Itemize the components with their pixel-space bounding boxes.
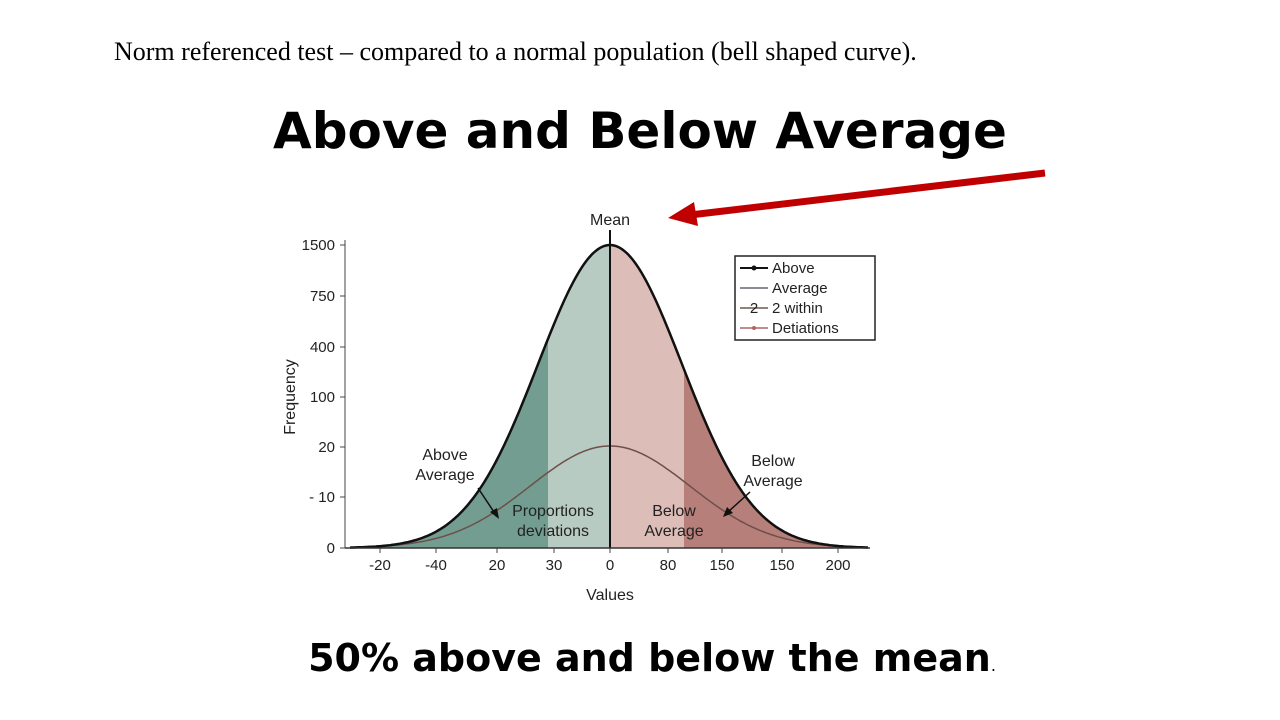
title: Above and Below Average	[273, 102, 1007, 160]
x-tick-label: -20	[369, 557, 391, 574]
legend-label: Above	[772, 260, 815, 277]
header: Norm referenced test – compared to a nor…	[114, 37, 917, 66]
y-tick-label: 750	[310, 288, 335, 305]
y-axis-label: Frequency	[282, 359, 299, 435]
annotation: Above	[422, 447, 467, 464]
arrow	[689, 169, 1046, 219]
y-tick-label: 0	[327, 540, 335, 557]
right-core	[610, 245, 684, 548]
footer-tail: .	[991, 656, 996, 675]
x-tick-label: 200	[825, 557, 850, 574]
legend-dot	[752, 326, 756, 330]
y-tick-label: - 10	[309, 489, 335, 506]
left-tail	[350, 245, 610, 548]
mean-label: Mean	[590, 212, 630, 229]
legend-label: Average	[772, 280, 828, 297]
annotation: Proportions	[512, 503, 594, 520]
pointer-head	[723, 507, 733, 517]
x-tick-label: -40	[425, 557, 447, 574]
legend-marker: 2	[750, 300, 758, 317]
footer: 50% above and below the mean.	[308, 636, 996, 680]
y-tick-label: 100	[310, 389, 335, 406]
annotation: Below	[751, 453, 795, 470]
legend-label: Detiations	[772, 320, 839, 337]
x-tick-label: 20	[489, 557, 506, 574]
pointer	[727, 491, 751, 513]
y-tick-label: 20	[318, 439, 335, 456]
x-tick-label: 150	[709, 557, 734, 574]
legend-label: 2 within	[772, 300, 823, 317]
x-axis-label: Values	[586, 587, 634, 604]
y-tick-label: 400	[310, 339, 335, 356]
x-tick-label: 30	[546, 557, 563, 574]
annotation: Average	[415, 467, 474, 484]
legend-dot	[751, 265, 757, 271]
x-tick-label: 150	[769, 557, 794, 574]
x-tick-label: 0	[606, 557, 614, 574]
footer-text: 50% above and below the mean	[308, 636, 991, 680]
legend-box	[734, 255, 876, 341]
arrow-head	[668, 202, 698, 226]
annotation: Below	[652, 503, 696, 520]
annotation: deviations	[517, 523, 589, 540]
x-tick-label: 80	[660, 557, 677, 574]
pointer-head	[490, 508, 499, 519]
y-tick-label: 1500	[302, 237, 335, 254]
annotation: Average	[743, 473, 802, 490]
left-core	[548, 245, 610, 548]
annotation: Average	[644, 523, 703, 540]
